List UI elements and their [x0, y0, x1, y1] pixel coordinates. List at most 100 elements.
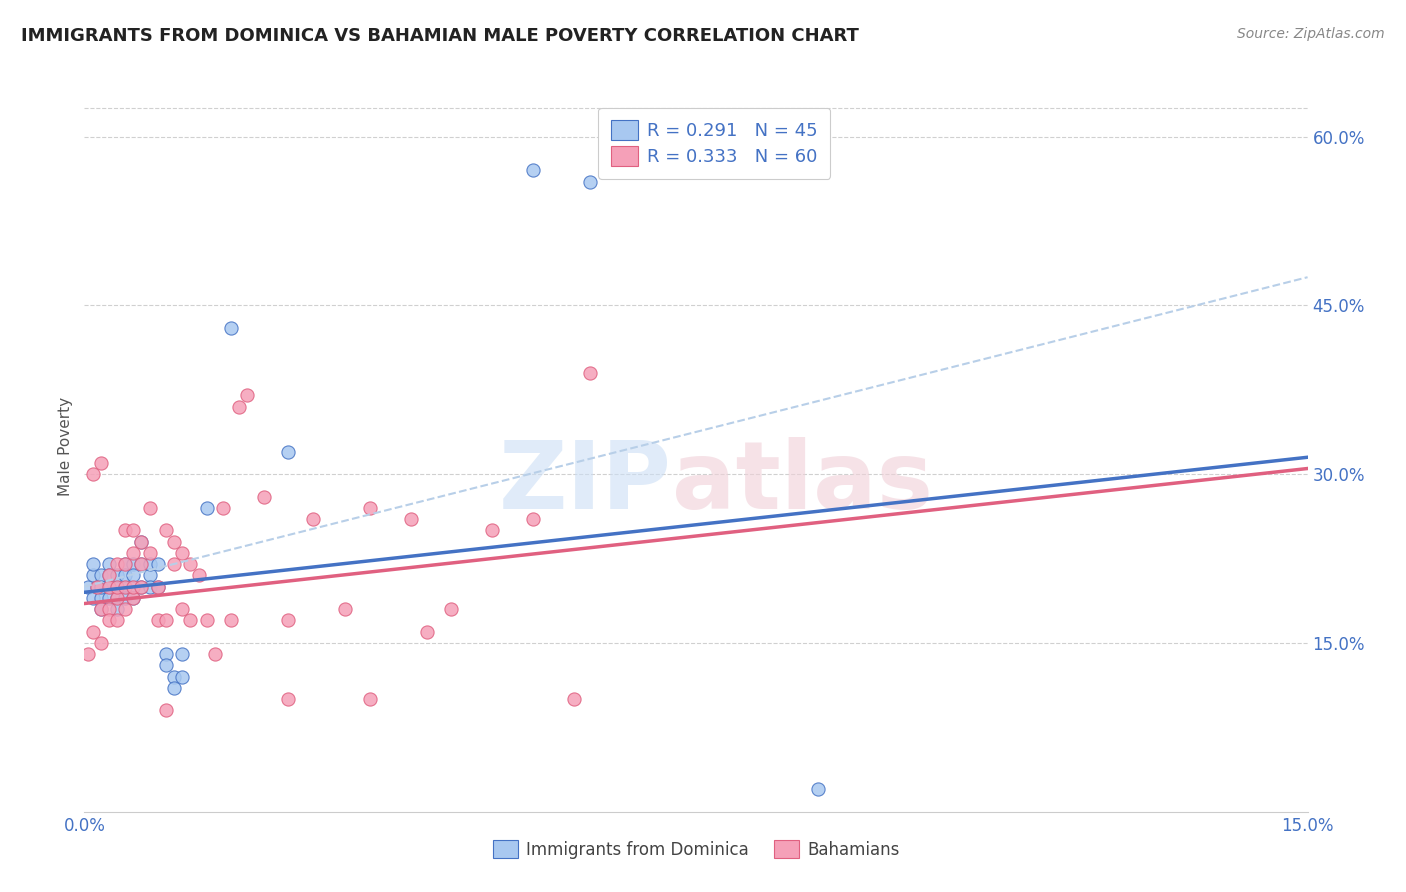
Point — [187, 568, 209, 582]
Point — [172, 647, 194, 661]
Point — [131, 580, 153, 594]
Point — [195, 500, 218, 515]
Point — [138, 500, 160, 515]
Point — [97, 568, 120, 582]
Point — [82, 624, 104, 639]
Point — [97, 591, 120, 605]
Point — [146, 580, 169, 594]
Point — [440, 602, 463, 616]
Point — [155, 524, 177, 538]
Point — [82, 568, 104, 582]
Point — [219, 614, 242, 628]
Point — [399, 512, 422, 526]
Point — [122, 591, 145, 605]
Point — [138, 557, 160, 571]
Point — [163, 681, 186, 695]
Point — [105, 557, 128, 571]
Point — [86, 580, 108, 594]
Point — [77, 580, 100, 594]
Point — [138, 546, 160, 560]
Text: IMMIGRANTS FROM DOMINICA VS BAHAMIAN MALE POVERTY CORRELATION CHART: IMMIGRANTS FROM DOMINICA VS BAHAMIAN MAL… — [21, 27, 859, 45]
Point — [122, 524, 145, 538]
Point — [86, 580, 108, 594]
Point — [155, 647, 177, 661]
Point — [579, 175, 602, 189]
Text: ZIP: ZIP — [499, 436, 672, 529]
Point — [114, 524, 136, 538]
Point — [122, 568, 145, 582]
Point — [105, 591, 128, 605]
Point — [163, 670, 186, 684]
Point — [359, 500, 381, 515]
Point — [301, 512, 323, 526]
Point — [179, 614, 201, 628]
Point — [114, 568, 136, 582]
Point — [253, 490, 276, 504]
Point — [82, 557, 104, 571]
Point — [90, 636, 112, 650]
Point — [97, 557, 120, 571]
Point — [179, 557, 201, 571]
Point — [97, 580, 120, 594]
Point — [90, 591, 112, 605]
Point — [90, 568, 112, 582]
Point — [122, 557, 145, 571]
Point — [90, 602, 112, 616]
Point — [195, 614, 218, 628]
Point — [163, 534, 186, 549]
Point — [82, 591, 104, 605]
Point — [97, 602, 120, 616]
Point — [97, 580, 120, 594]
Point — [131, 580, 153, 594]
Point — [172, 670, 194, 684]
Point — [82, 467, 104, 482]
Point — [335, 602, 357, 616]
Point — [416, 624, 439, 639]
Point — [172, 546, 194, 560]
Point — [90, 602, 112, 616]
Point — [105, 591, 128, 605]
Point — [163, 557, 186, 571]
Point — [228, 400, 250, 414]
Point — [77, 647, 100, 661]
Text: Source: ZipAtlas.com: Source: ZipAtlas.com — [1237, 27, 1385, 41]
Point — [172, 602, 194, 616]
Point — [114, 591, 136, 605]
Point — [522, 163, 544, 178]
Point — [105, 602, 128, 616]
Point — [481, 524, 503, 538]
Point — [97, 614, 120, 628]
Point — [277, 614, 299, 628]
Point — [277, 692, 299, 706]
Point — [155, 703, 177, 717]
Point — [122, 580, 145, 594]
Point — [579, 366, 602, 380]
Point — [114, 580, 136, 594]
Point — [219, 321, 242, 335]
Point — [146, 580, 169, 594]
Point — [114, 557, 136, 571]
Point — [105, 580, 128, 594]
Point — [97, 568, 120, 582]
Point — [359, 692, 381, 706]
Point — [522, 512, 544, 526]
Point — [277, 444, 299, 458]
Point — [114, 602, 136, 616]
Point — [122, 580, 145, 594]
Point — [146, 614, 169, 628]
Point — [131, 534, 153, 549]
Point — [114, 580, 136, 594]
Y-axis label: Male Poverty: Male Poverty — [58, 396, 73, 496]
Point — [131, 557, 153, 571]
Point — [105, 568, 128, 582]
Legend: Immigrants from Dominica, Bahamians: Immigrants from Dominica, Bahamians — [486, 833, 905, 865]
Point — [131, 557, 153, 571]
Point — [90, 456, 112, 470]
Point — [122, 591, 145, 605]
Point — [146, 557, 169, 571]
Point — [807, 782, 830, 797]
Point — [236, 388, 259, 402]
Point — [138, 580, 160, 594]
Point — [131, 534, 153, 549]
Point — [105, 580, 128, 594]
